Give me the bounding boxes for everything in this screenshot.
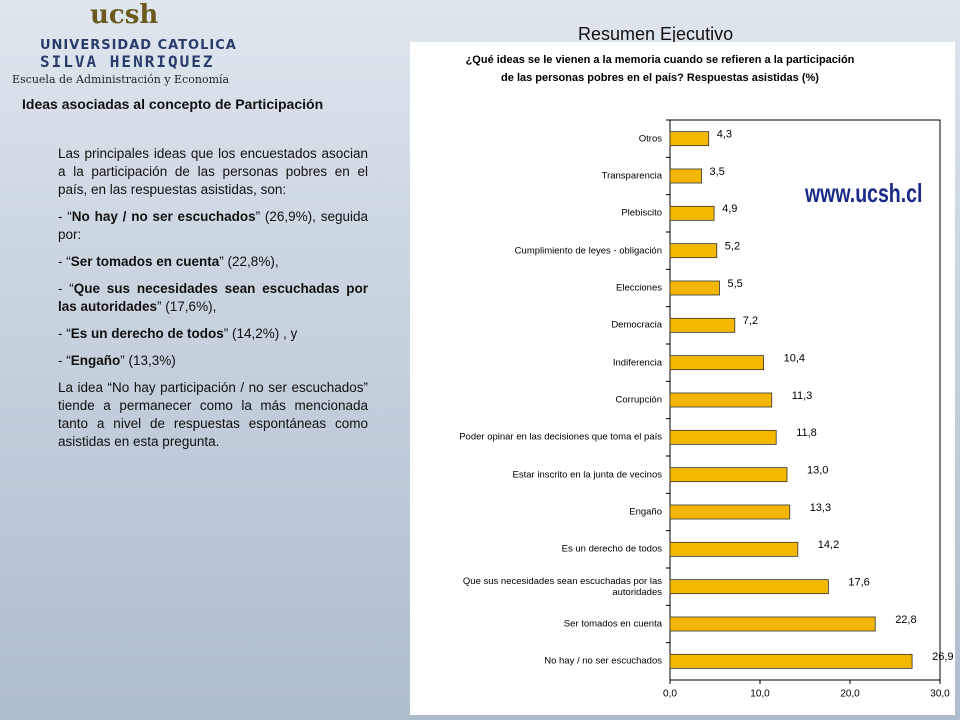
bullet-item: - “Ser tomados en cuenta” (22,8%), — [58, 253, 368, 271]
bullet-prefix: - “ — [58, 353, 71, 368]
bullet-item: - “Que sus necesidades sean escuchadas p… — [58, 280, 368, 316]
bar — [669, 616, 876, 632]
bar — [669, 429, 777, 445]
value-label: 10,4 — [784, 353, 805, 365]
x-tick-label: 20,0 — [840, 689, 860, 700]
bullet-bold: Es un derecho de todos — [70, 326, 224, 341]
chart: ¿Qué ideas se le vienen a la memoria cua… — [466, 54, 954, 700]
y-tick-label: Corrupción — [615, 394, 662, 406]
bullet-prefix: - “ — [58, 209, 72, 224]
bullet-rest: ” (13,3%) — [120, 353, 176, 368]
y-tick-label: Cumplimiento de leyes - obligación — [514, 245, 662, 257]
chart-title: de las personas pobres en el país? Respu… — [501, 72, 819, 84]
bar — [669, 504, 791, 520]
y-tick-label: No hay / no ser escuchados — [544, 655, 662, 667]
items: - “No hay / no ser escuchados” (26,9%), … — [58, 208, 368, 370]
bullet-rest: ” (17,6%), — [157, 299, 217, 314]
bullet-bold: No hay / no ser escuchados — [71, 209, 256, 224]
bullet-prefix: - “ — [58, 254, 71, 269]
bar — [669, 205, 715, 221]
bullet-rest: ” (14,2%) , y — [223, 326, 298, 341]
bullet-item: - “No hay / no ser escuchados” (26,9%), … — [58, 208, 368, 244]
chart-title: ¿Qué ideas se le vienen a la memoria cua… — [466, 54, 855, 66]
value-label: 4,3 — [717, 129, 732, 141]
x-tick-label: 10,0 — [750, 689, 770, 700]
bar — [669, 243, 718, 259]
value-label: 4,9 — [722, 203, 737, 215]
school-name: Escuela de Administración y Economía — [12, 73, 230, 86]
y-tick-label: Engaño — [629, 506, 662, 518]
value-label: 5,5 — [728, 278, 743, 290]
bullet-bold: Que sus necesidades sean escuchadas por … — [58, 281, 368, 314]
bar — [669, 131, 710, 147]
bullet-bold: Engaño — [70, 353, 121, 368]
intro: Las principales ideas que los encuestado… — [58, 146, 368, 197]
y-tick-label: Democracia — [611, 319, 662, 331]
bar — [669, 653, 913, 669]
bullet-item: - “Es un derecho de todos” (14,2%) , y — [58, 325, 368, 343]
bullet-rest: ” (22,8%), — [219, 254, 279, 269]
value-label: 26,9 — [932, 651, 953, 663]
university-name: UNIVERSIDAD CATOLICA — [40, 38, 237, 53]
y-tick-label: Transparencia — [601, 170, 662, 182]
watermark: www.ucsh.cl — [805, 178, 923, 208]
value-label: 3,5 — [710, 166, 725, 178]
x-tick-label: 0,0 — [663, 689, 677, 700]
section-title: Ideas asociadas al concepto de Participa… — [22, 96, 324, 112]
bullet-prefix: - “ — [58, 281, 74, 296]
y-tick-label: Ser tomados en cuenta — [563, 618, 662, 630]
bar — [669, 467, 788, 483]
bullet-prefix: - “ — [58, 326, 71, 341]
value-label: 14,2 — [818, 539, 839, 551]
value-label: 5,2 — [725, 241, 740, 253]
y-tick-label: Plebiscito — [621, 207, 662, 219]
value-label: 7,2 — [743, 315, 758, 327]
bar — [669, 579, 829, 595]
y-tick-label: Elecciones — [616, 282, 662, 294]
bar — [669, 317, 736, 333]
y-tick-label: Indiferencia — [612, 357, 662, 369]
bullet-bold: Ser tomados en cuenta — [70, 254, 220, 269]
bullet-rest: ” (26,9%), seguida por: — [58, 209, 368, 242]
chart-box: ¿Qué ideas se le vienen a la memoria cua… — [410, 42, 955, 715]
body-text: Las principales ideas que los encuestado… — [58, 145, 368, 460]
university-name: SILVA HENRIQUEZ — [40, 52, 215, 71]
bar — [669, 392, 773, 408]
y-tick-label: Estar inscrito en la junta de vecinos — [512, 469, 662, 481]
slide-title: Resumen Ejecutivo — [578, 24, 734, 44]
bullet-item: - “Engaño” (13,3%) — [58, 352, 368, 370]
value-label: 13,0 — [807, 465, 828, 477]
bar — [669, 541, 799, 557]
y-tick-label: Que sus necesidades sean escuchadas por … — [462, 575, 662, 598]
bar — [669, 168, 702, 184]
conclusion: La idea “No hay participación / no ser e… — [58, 380, 368, 449]
x-tick-label: 30,0 — [930, 689, 950, 700]
value-label: 11,8 — [796, 427, 817, 439]
value-label: 11,3 — [792, 390, 813, 402]
value-label: 17,6 — [848, 577, 869, 589]
bar — [669, 355, 764, 371]
y-tick-label: Poder opinar en las decisiones que toma … — [459, 431, 662, 443]
logo: ucsh — [90, 0, 159, 30]
value-label: 22,8 — [895, 614, 916, 626]
value-label: 13,3 — [810, 502, 831, 514]
y-tick-label: Es un derecho de todos — [561, 543, 662, 555]
bar — [669, 280, 720, 296]
y-tick-label: Otros — [638, 133, 662, 145]
